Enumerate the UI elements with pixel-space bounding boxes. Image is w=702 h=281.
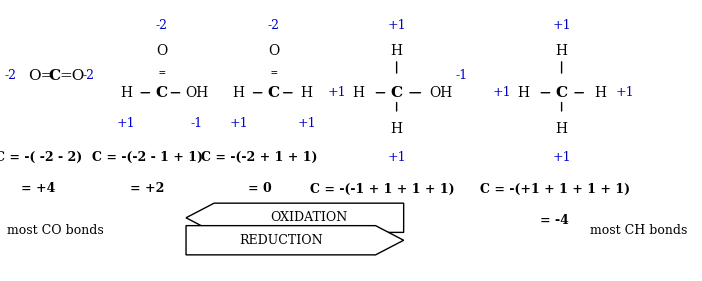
Text: OH: OH — [185, 86, 208, 100]
Text: =: = — [158, 68, 165, 78]
Text: =: = — [270, 68, 277, 78]
Text: C: C — [267, 86, 280, 100]
Text: +1: +1 — [616, 86, 634, 99]
Text: +1: +1 — [298, 117, 316, 130]
Text: +1: +1 — [328, 86, 346, 99]
Text: H: H — [232, 86, 245, 100]
Text: C = -(-2 + 1 + 1): C = -(-2 + 1 + 1) — [201, 151, 318, 164]
Text: O: O — [156, 44, 167, 58]
Text: = +4: = +4 — [22, 182, 55, 195]
Text: REDUCTION: REDUCTION — [239, 234, 323, 247]
Text: H: H — [517, 86, 529, 100]
Text: H: H — [555, 44, 568, 58]
Polygon shape — [186, 226, 404, 255]
Text: O=: O= — [28, 69, 53, 83]
Text: C: C — [155, 86, 168, 100]
Text: -2: -2 — [155, 19, 168, 32]
Text: = -4: = -4 — [540, 214, 569, 227]
Text: = -2: = -2 — [368, 214, 397, 227]
Text: = 0: = 0 — [248, 182, 272, 195]
Text: H: H — [390, 44, 403, 58]
Text: H: H — [300, 86, 313, 100]
Text: +1: +1 — [388, 19, 406, 32]
Text: -1: -1 — [190, 117, 203, 130]
Text: H: H — [555, 122, 568, 136]
Text: -2: -2 — [267, 19, 280, 32]
Text: C = -(+1 + 1 + 1 + 1): C = -(+1 + 1 + 1 + 1) — [479, 183, 630, 196]
Polygon shape — [186, 203, 404, 232]
Text: C = -( -2 - 2): C = -( -2 - 2) — [0, 151, 82, 164]
Text: H: H — [352, 86, 364, 100]
Text: OXIDATION: OXIDATION — [270, 211, 347, 224]
Text: +1: +1 — [230, 117, 248, 130]
Text: = +2: = +2 — [131, 182, 164, 195]
Text: H: H — [594, 86, 607, 100]
Text: +1: +1 — [552, 151, 571, 164]
Text: most CH bonds: most CH bonds — [590, 224, 687, 237]
Text: O: O — [268, 44, 279, 58]
Text: C = -(-1 + 1 + 1 + 1): C = -(-1 + 1 + 1 + 1) — [310, 183, 455, 196]
Text: C: C — [555, 86, 568, 100]
Text: +1: +1 — [388, 151, 406, 164]
Text: -2: -2 — [82, 69, 94, 82]
Text: OH: OH — [429, 86, 453, 100]
Text: C: C — [48, 69, 60, 83]
Text: H: H — [390, 122, 403, 136]
Text: H: H — [120, 86, 133, 100]
Text: =O: =O — [60, 69, 85, 83]
Text: +1: +1 — [552, 19, 571, 32]
Text: C: C — [390, 86, 403, 100]
Text: C = -(-2 - 1 + 1): C = -(-2 - 1 + 1) — [92, 151, 203, 164]
Text: most CO bonds: most CO bonds — [7, 224, 104, 237]
Text: +1: +1 — [117, 117, 135, 130]
Text: -2: -2 — [5, 69, 17, 82]
Text: -1: -1 — [456, 69, 468, 82]
Text: +1: +1 — [493, 86, 511, 99]
